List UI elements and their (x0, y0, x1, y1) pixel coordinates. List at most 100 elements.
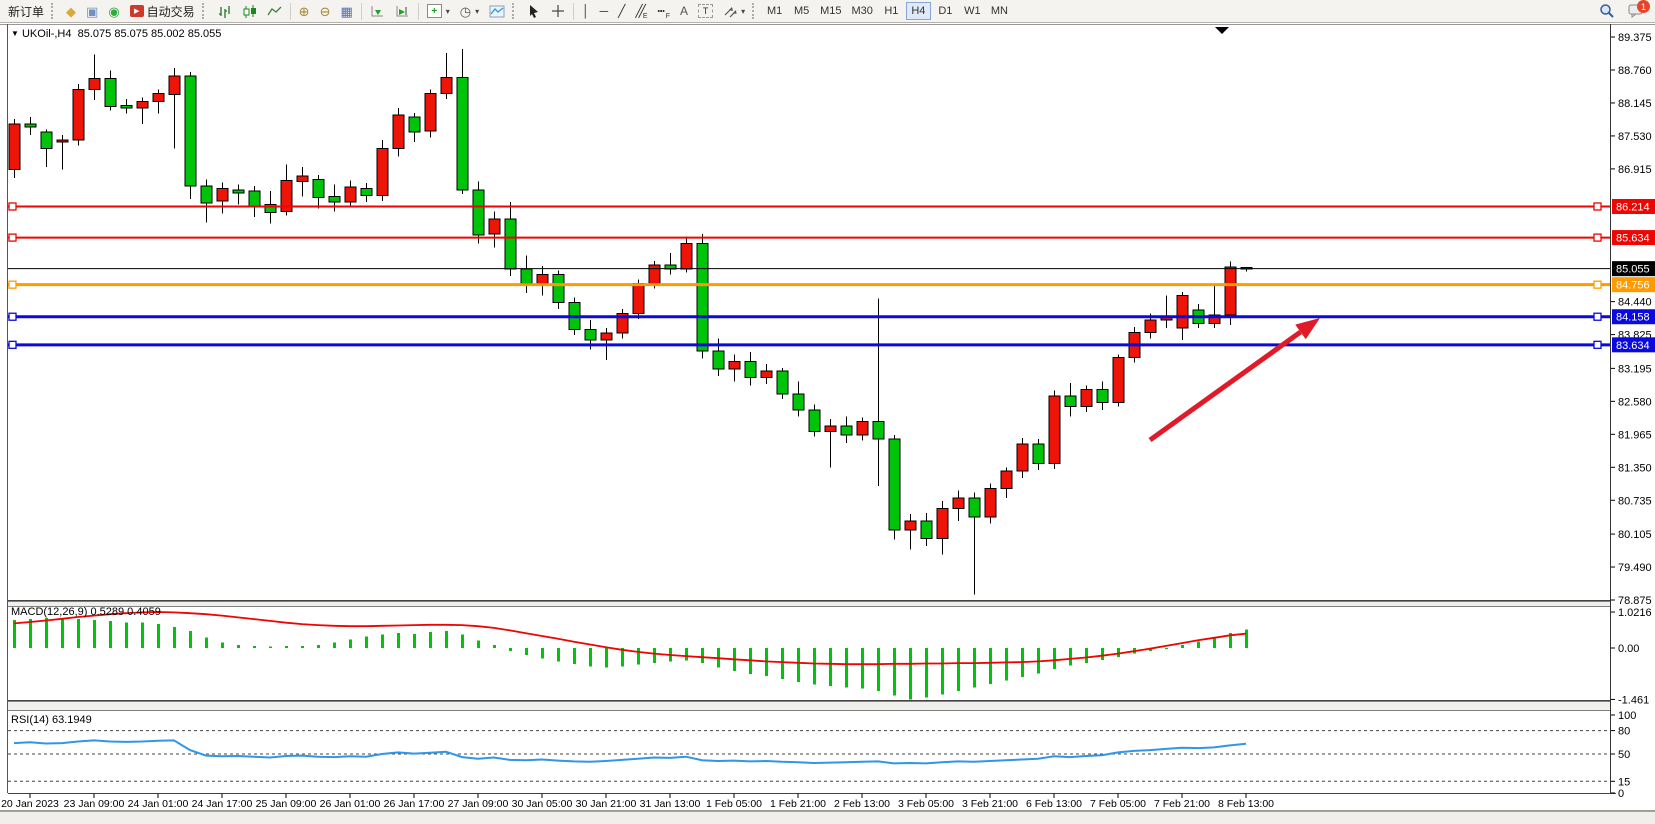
text-icon: A (680, 4, 689, 18)
terminal-icon: ▣ (86, 3, 99, 19)
arrows-button[interactable]: ▾ (718, 1, 750, 21)
text-button[interactable]: A (675, 1, 693, 21)
svg-text:24 Jan 17:00: 24 Jan 17:00 (192, 798, 253, 810)
status-strip (0, 811, 1655, 824)
macd-panel[interactable]: 1.0216 0.00 -1.461 (13, 607, 1652, 706)
timeframe-button-d1[interactable]: D1 (933, 2, 958, 20)
svg-text:83.195: 83.195 (1618, 363, 1652, 375)
chevron-down-icon: ▾ (741, 6, 746, 16)
svg-text:81.350: 81.350 (1618, 462, 1652, 474)
timeframe-button-m5[interactable]: M5 (789, 2, 814, 20)
signal-icon: ◉ (108, 3, 120, 19)
chevron-down-icon: ▾ (445, 6, 450, 16)
svg-text:88.760: 88.760 (1618, 65, 1652, 77)
toolbar-grip (51, 3, 57, 19)
new-order-button[interactable]: 新订单 (3, 1, 49, 21)
timeframe-button-h1[interactable]: H1 (879, 2, 904, 20)
candlestick-chart[interactable]: 89.375 88.760 88.145 87.530 86.915 84.440 83.8… (0, 24, 1655, 811)
new-order-label: 新订单 (8, 4, 45, 19)
layers-button[interactable]: ◆ (61, 1, 81, 21)
svg-text:27 Jan 09:00: 27 Jan 09:00 (448, 798, 509, 810)
text-label-button[interactable]: T (693, 1, 718, 21)
horizontal-line-85055[interactable]: 85.055 (8, 261, 1655, 277)
timeframe-button-m15[interactable]: M15 (816, 2, 845, 20)
svg-text:26 Jan 01:00: 26 Jan 01:00 (320, 798, 381, 810)
svg-text:87.530: 87.530 (1618, 131, 1652, 143)
search-icon (1600, 4, 1614, 18)
candlestick-chart-button[interactable] (237, 1, 262, 21)
horizontal-line-86214[interactable]: 86.214 (8, 198, 1655, 214)
notifications-button[interactable]: 1 (1626, 0, 1650, 21)
signals-button[interactable]: ◉ (103, 1, 124, 21)
trend-arrow-annotation[interactable] (1148, 318, 1320, 443)
autotrading-button[interactable]: ▶ 自动交易 (125, 1, 200, 21)
terminal-button[interactable]: ▣ (81, 1, 103, 21)
fibonacci-button[interactable]: ┅ F (653, 1, 676, 21)
templates-button[interactable] (484, 1, 510, 21)
timeframe-button-h4[interactable]: H4 (905, 2, 931, 20)
chart-shift-button[interactable] (390, 1, 415, 21)
zoom-out-button[interactable]: ⊖ (315, 1, 336, 21)
cursor-button[interactable] (522, 1, 546, 21)
svg-text:24 Jan 01:00: 24 Jan 01:00 (128, 798, 189, 810)
svg-text:100: 100 (1618, 710, 1636, 722)
svg-text:80.735: 80.735 (1618, 495, 1652, 507)
svg-text:3 Feb 05:00: 3 Feb 05:00 (898, 798, 954, 810)
equidistant-channel-button[interactable]: ╱╱ E (630, 1, 652, 21)
svg-text:0.00: 0.00 (1618, 643, 1639, 655)
toolbar-separator (573, 2, 575, 20)
svg-text:26 Jan 17:00: 26 Jan 17:00 (384, 798, 445, 810)
bar-chart-icon (218, 5, 230, 18)
svg-text:1 Feb 21:00: 1 Feb 21:00 (770, 798, 826, 810)
svg-text:50: 50 (1618, 749, 1630, 761)
trendline-button[interactable]: ╱ (613, 1, 630, 21)
svg-text:86.915: 86.915 (1618, 164, 1652, 176)
clock-icon: ◷ (459, 3, 472, 19)
timeframe-button-m1[interactable]: M1 (762, 2, 787, 20)
timeframe-button-mn[interactable]: MN (987, 2, 1012, 20)
crosshair-button[interactable] (546, 1, 570, 21)
rsi-panel[interactable]: 100 80 50 150 (8, 710, 1636, 800)
bar-chart-button[interactable] (212, 1, 237, 21)
svg-text:7 Feb 05:00: 7 Feb 05:00 (1090, 798, 1146, 810)
svg-text:23 Jan 09:00: 23 Jan 09:00 (64, 798, 125, 810)
toolbar-separator (417, 2, 419, 20)
toolbar-separator (289, 2, 291, 20)
time-axis[interactable]: 20 Jan 2023 23 Jan 09:00 24 Jan 01:00 24 Ja… (1, 793, 1274, 811)
layers-icon: ◆ (66, 3, 77, 19)
auto-scroll-button[interactable] (365, 1, 390, 21)
cursor-icon (530, 5, 539, 18)
timeframe-button-m30[interactable]: M30 (847, 2, 876, 20)
one-click-toggle-icon[interactable]: ▼ (11, 29, 19, 38)
new-chart-button[interactable]: + ▾ (422, 1, 455, 21)
svg-text:83.634: 83.634 (1616, 340, 1650, 352)
toolbar-grip (201, 3, 208, 19)
horizontal-line-button[interactable]: ─ (595, 1, 614, 21)
vertical-line-button[interactable]: │ (577, 1, 595, 21)
horizontal-line-84158[interactable]: 84.158 (8, 309, 1655, 325)
channel-icon: ╱╱ (635, 4, 646, 18)
line-chart-button[interactable] (262, 1, 287, 21)
horizontal-line-84756[interactable]: 84.756 (8, 277, 1655, 293)
price-axis[interactable]: 89.37588.76088.14587.53086.91584.44083.8… (1611, 32, 1652, 607)
zoom-in-icon: ⊕ (298, 3, 310, 19)
chart-shift-marker-icon[interactable] (1215, 27, 1229, 34)
svg-text:30 Jan 21:00: 30 Jan 21:00 (576, 798, 637, 810)
svg-text:84.440: 84.440 (1618, 297, 1652, 309)
svg-text:1.0216: 1.0216 (1618, 607, 1652, 619)
horizontal-line-83634[interactable]: 83.634 (8, 337, 1655, 353)
search-button[interactable] (1594, 1, 1620, 21)
svg-text:84.756: 84.756 (1616, 280, 1650, 292)
period-button[interactable]: ◷ ▾ (455, 1, 484, 21)
tile-windows-icon: ▦ (340, 3, 353, 19)
timeframe-button-w1[interactable]: W1 (960, 2, 985, 20)
zoom-out-icon: ⊖ (319, 3, 331, 19)
horizontal-line-85634[interactable]: 85.634 (8, 230, 1655, 246)
chart-shift-icon (396, 5, 408, 16)
line-chart-icon (267, 6, 282, 15)
tile-windows-button[interactable]: ▦ (335, 1, 357, 21)
svg-text:81.965: 81.965 (1618, 429, 1652, 441)
svg-text:3 Feb 21:00: 3 Feb 21:00 (962, 798, 1018, 810)
rsi-indicator-label: RSI(14) 63.1949 (11, 714, 92, 726)
zoom-in-button[interactable]: ⊕ (294, 1, 315, 21)
